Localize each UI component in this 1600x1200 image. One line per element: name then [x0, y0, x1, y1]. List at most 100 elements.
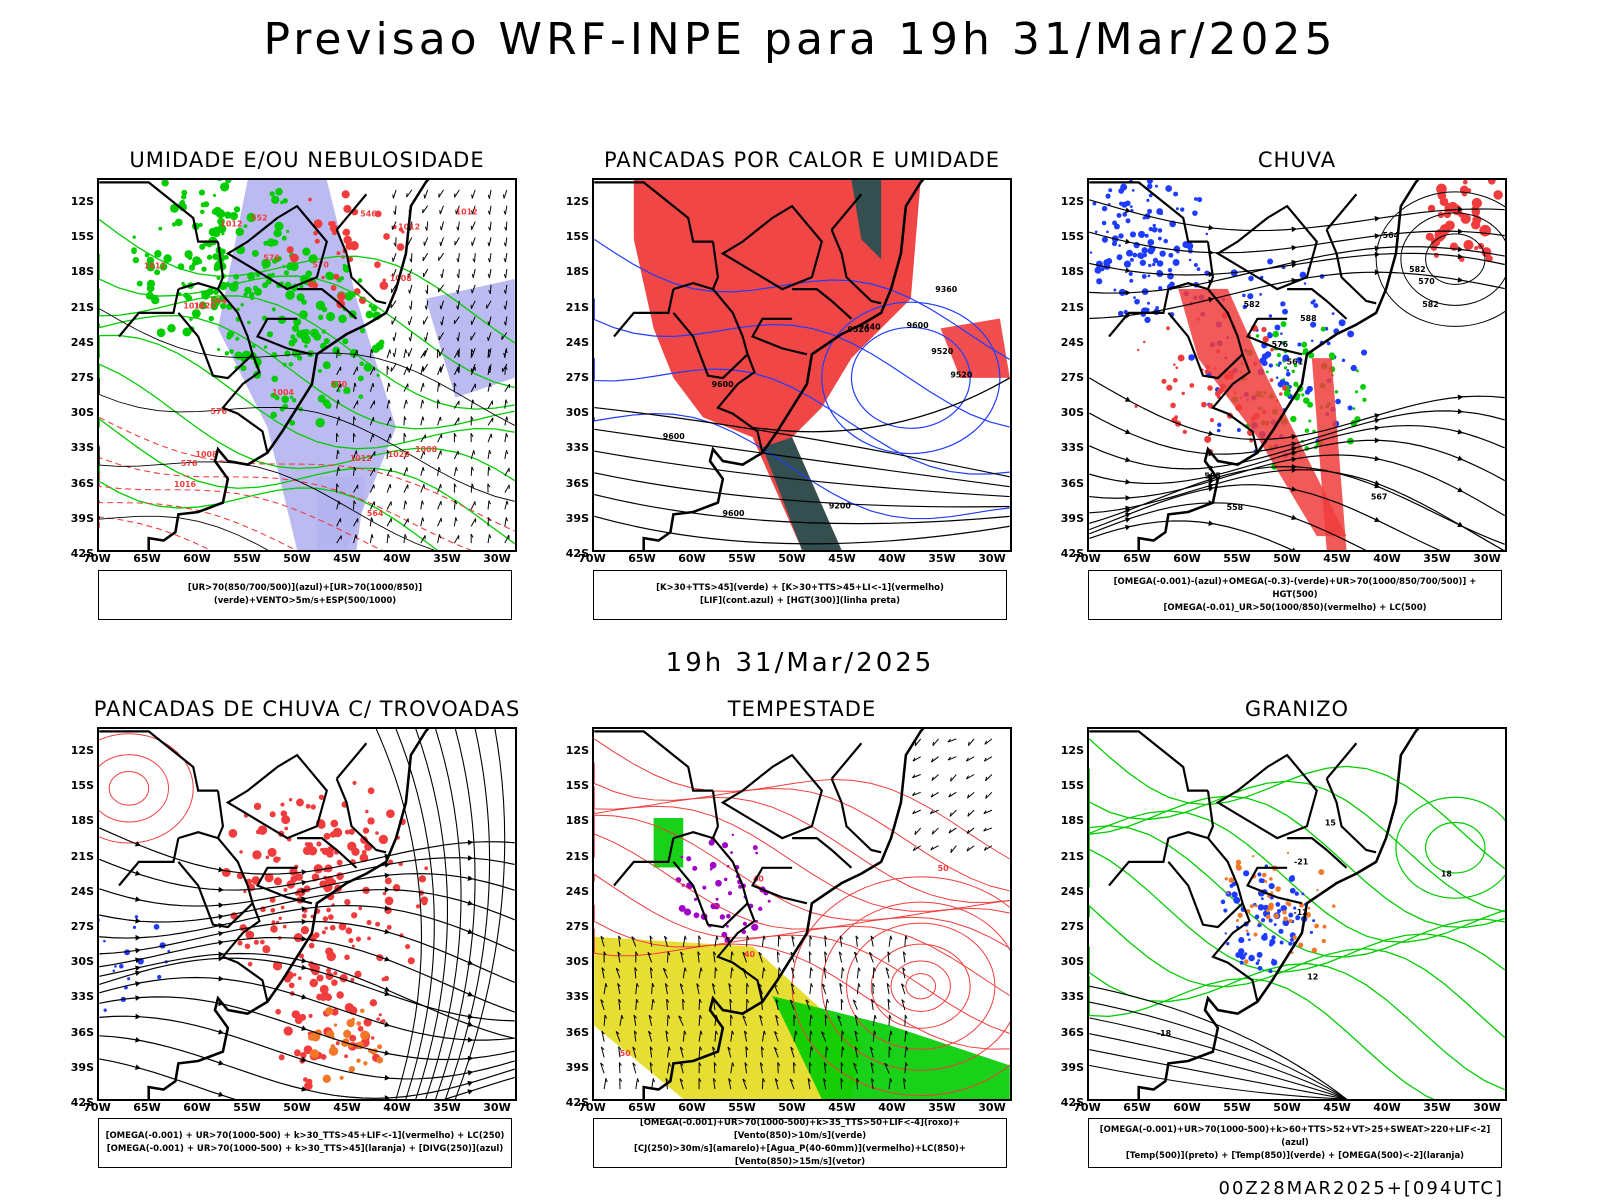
weather-map-3: 588 582 582 576 570 567 564 561 558 582 585 [1087, 178, 1507, 552]
legend-line: [OMEGA(-0.001)+UR>70(1000-500)+k>35_TTS>… [639, 1118, 961, 1141]
longitude-tick: 40W [383, 552, 411, 565]
contour-label: 9520 [848, 325, 871, 334]
contour-label: 1016 [174, 480, 197, 489]
legend-line: [OMEGA(-0.001) + UR>70(1000-500) + k>30_… [106, 1144, 504, 1154]
contour-label: 1020 [388, 450, 411, 459]
contour-label: 552 [251, 213, 268, 222]
latitude-tick: 30S [1060, 955, 1084, 969]
contour-label: 12 [1307, 972, 1318, 981]
latitude-tick: 39S [70, 1060, 94, 1074]
longitude-tick: 40W [878, 552, 906, 565]
latitude-tick: 21S [1060, 849, 1084, 863]
latitude-tick: 30S [70, 406, 94, 420]
longitude-tick: 55W [233, 1101, 261, 1114]
legend-line: [OMEGA(-0.001)-(azul)+OMEGA(-0.3)-(verde… [1113, 576, 1477, 600]
legend-line: [CJ(250)>30m/s](amarelo)+[Agua_P(40-60mm… [633, 1144, 967, 1167]
latitude-tick: 36S [1060, 1025, 1084, 1039]
contour-label: 40 [753, 875, 765, 884]
panel-title: TEMPESTADE [727, 697, 877, 721]
longitude-tick: 30W [483, 552, 511, 565]
longitude-tick: 70W [1073, 1101, 1101, 1114]
longitude-tick: 55W [1223, 552, 1251, 565]
weather-map-1: 1008 1008 1012 1008 1004 1012 1012 1012 1016 1012… [97, 178, 517, 552]
latitude-tick: 33S [565, 990, 589, 1004]
contour-label: 1012 [456, 207, 478, 216]
panel-title: CHUVA [1257, 148, 1337, 172]
latitude-tick: 24S [565, 884, 589, 898]
longitude-tick: 35W [928, 1101, 956, 1114]
longitude-tick: 60W [678, 552, 706, 565]
run-info: 00Z28MAR2025+[094UTC] [1218, 1178, 1504, 1199]
contour-label: 9600 [712, 380, 735, 389]
contour-label: 9520 [950, 371, 973, 380]
contour-label: -21 [1294, 858, 1308, 867]
longitude-tick: 45W [1323, 1101, 1351, 1114]
latitude-tick: 15S [565, 779, 589, 793]
contour-label: 9600 [723, 509, 746, 518]
legend-line: [LIF](cont.azul) + [HGT(300)](linha pret… [699, 596, 901, 606]
latitude-tick: 33S [565, 441, 589, 455]
longitude-tick: 35W [433, 1101, 461, 1114]
latitude-tick: 36S [70, 476, 94, 490]
panel-legend: [OMEGA(-0.001)+UR>70(1000-500)+k>35_TTS>… [593, 1118, 1007, 1168]
legend-line: [OMEGA(-0.001)+UR>70(1000-500)+k>60+TTS>… [1099, 1124, 1491, 1148]
contour-label: 9360 [935, 285, 958, 294]
longitude-tick: 70W [83, 1101, 111, 1114]
contour-label: 564 [210, 296, 227, 305]
longitude-tick: 65W [133, 552, 161, 565]
latitude-tick: 33S [1060, 441, 1084, 455]
latitude-tick: 15S [1060, 230, 1084, 244]
weather-map-6: -18 -21 -12 15 12 18 [1087, 727, 1507, 1101]
latitude-tick: 39S [565, 1060, 589, 1074]
latitude-tick: 42S [70, 1096, 94, 1109]
latitude-tick: 24S [70, 335, 94, 349]
contour-label: 561 [1287, 358, 1304, 367]
latitude-tick: 12S [1060, 195, 1084, 208]
latitude-tick: 36S [1060, 476, 1084, 490]
longitude-tick: 55W [1223, 1101, 1251, 1114]
latitude-tick: 15S [1060, 779, 1084, 793]
latitude-tick: 30S [1060, 406, 1084, 420]
latitude-tick: 12S [70, 744, 94, 757]
panel-title: GRANIZO [1244, 697, 1350, 721]
latitude-tick: 42S [565, 547, 589, 560]
latitude-tick: 18S [1060, 814, 1084, 828]
longitude-tick: 65W [628, 552, 656, 565]
longitude-tick: 30W [978, 552, 1006, 565]
contour-label: 1016 [183, 302, 206, 311]
contour-label: 1008 [415, 445, 438, 454]
contour-label: -18 [1157, 1029, 1172, 1038]
longitude-tick: 35W [928, 552, 956, 565]
contour-label: 50 [620, 1049, 632, 1058]
contour-label: 15 [1325, 818, 1336, 827]
legend-line: [K>30+TTS>45](verde) + [K>30+TTS>45+LI<-… [656, 583, 944, 593]
contour-label: 1012 [144, 262, 166, 271]
latitude-tick: 27S [565, 920, 589, 933]
longitude-tick: 40W [1373, 1101, 1401, 1114]
contour-label: 1012 [350, 454, 372, 463]
panel-title: PANCADAS POR CALOR E UMIDADE [603, 148, 1001, 172]
contour-label: 1008 [196, 450, 219, 459]
contour-label: 1012 [220, 219, 242, 228]
longitude-tick: 55W [728, 1101, 756, 1114]
contour-label: 9440 [859, 323, 882, 332]
latitude-tick: 24S [565, 335, 589, 349]
latitude-tick: 12S [1060, 744, 1084, 757]
latitude-tick: 24S [1060, 335, 1084, 349]
latitude-tick: 39S [70, 511, 94, 525]
longitude-tick: 50W [283, 1101, 311, 1114]
latitude-tick: 12S [565, 195, 589, 208]
longitude-tick: 45W [333, 552, 361, 565]
longitude-tick: 40W [1373, 552, 1401, 565]
latitude-tick: 15S [70, 779, 94, 793]
longitude-tick: 35W [1423, 1101, 1451, 1114]
longitude-tick: 30W [1473, 552, 1501, 565]
latitude-tick: 39S [1060, 511, 1084, 525]
latitude-tick: 18S [70, 265, 94, 279]
latitude-tick: 42S [1060, 1096, 1084, 1109]
latitude-tick: 36S [565, 1025, 589, 1039]
latitude-tick: 27S [1060, 920, 1084, 933]
longitude-tick: 55W [728, 552, 756, 565]
latitude-tick: 30S [565, 406, 589, 420]
longitude-tick: 30W [1473, 1101, 1501, 1114]
